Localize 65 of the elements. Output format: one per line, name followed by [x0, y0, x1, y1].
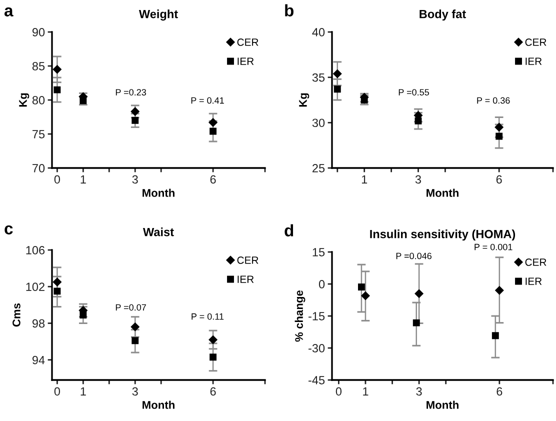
x-tick-label: 6	[496, 175, 502, 184]
x-tick-label: 3	[132, 175, 138, 184]
y-tick-label: -45	[308, 376, 325, 384]
y-tick-label: 25	[312, 164, 325, 172]
annotation: P =0.55	[398, 89, 429, 96]
legend-label: IER	[238, 276, 254, 283]
legend-label: CER	[237, 256, 258, 264]
y-tick-label: -30	[308, 344, 325, 352]
y-tick-label: 35	[312, 73, 325, 82]
y-tick-label: 80	[32, 96, 45, 104]
chart-title: Waist	[142, 228, 174, 236]
annotation: P =0.23	[116, 89, 146, 96]
x-axis-title: Month	[142, 188, 174, 197]
chart-title: Body fat	[420, 10, 466, 21]
x-tick-label: 0	[336, 387, 342, 396]
x-tick-label: 1	[80, 175, 86, 184]
x-tick-label: 3	[132, 387, 138, 396]
annotation: P = 0.41	[191, 97, 224, 104]
legend-label: CER	[525, 258, 546, 266]
legend-label: CER	[237, 38, 258, 46]
chart-title: Insulin sensitivity (HOMA)	[370, 230, 516, 241]
y-tick-label: 15	[312, 248, 325, 256]
y-tick-label: 94	[32, 356, 45, 364]
x-tick-label: 6	[496, 387, 502, 396]
x-tick-label: 6	[210, 387, 216, 396]
x-tick-label: 3	[415, 175, 422, 184]
x-tick-label: 0	[54, 387, 60, 396]
y-axis-title: % change	[294, 290, 306, 342]
y-tick-label: 0	[318, 280, 325, 288]
text: P = 0.001	[474, 244, 512, 250]
x-tick-label: 0	[54, 175, 60, 184]
legend-label: IER	[238, 58, 254, 65]
text: b	[285, 4, 294, 16]
y-tick-label: 30	[312, 118, 325, 128]
y-tick-label: 70	[32, 164, 45, 172]
y-tick-label: 85	[32, 62, 45, 70]
x-axis-title: Month	[426, 400, 458, 409]
y-tick-label: 40	[312, 28, 325, 36]
annotation: P =0.046	[396, 252, 432, 260]
x-tick-label: 6	[210, 175, 216, 184]
legend-label: IER	[526, 278, 542, 285]
annotation: P = 0.11	[192, 313, 224, 320]
y-tick-label: 102	[26, 282, 44, 292]
y-axis-title: Kg	[299, 93, 310, 107]
y-tick-label: 106	[26, 246, 45, 254]
text: d	[284, 224, 294, 236]
x-tick-label: 1	[363, 387, 368, 396]
annotation: P =0.07	[116, 304, 146, 311]
y-tick-label: 90	[32, 28, 45, 36]
chart-title: Weight	[138, 10, 178, 21]
y-axis-title: Kg	[19, 93, 30, 107]
x-axis-title: Month	[426, 188, 458, 197]
y-tick-label: -15	[308, 312, 325, 320]
text: a	[4, 7, 14, 16]
text: c	[4, 225, 13, 234]
y-tick-label: 75	[32, 130, 45, 138]
y-tick-label: 98	[32, 319, 45, 328]
legend-label: IER	[526, 58, 542, 65]
x-tick-label: 1	[362, 175, 368, 184]
x-axis-title: Month	[142, 400, 174, 409]
x-tick-label: 1	[80, 387, 86, 396]
legend-label: CER	[525, 38, 546, 46]
x-tick-label: 3	[416, 387, 422, 396]
annotation: P = 0.36	[477, 97, 510, 104]
y-axis-title: Cms	[12, 303, 20, 327]
